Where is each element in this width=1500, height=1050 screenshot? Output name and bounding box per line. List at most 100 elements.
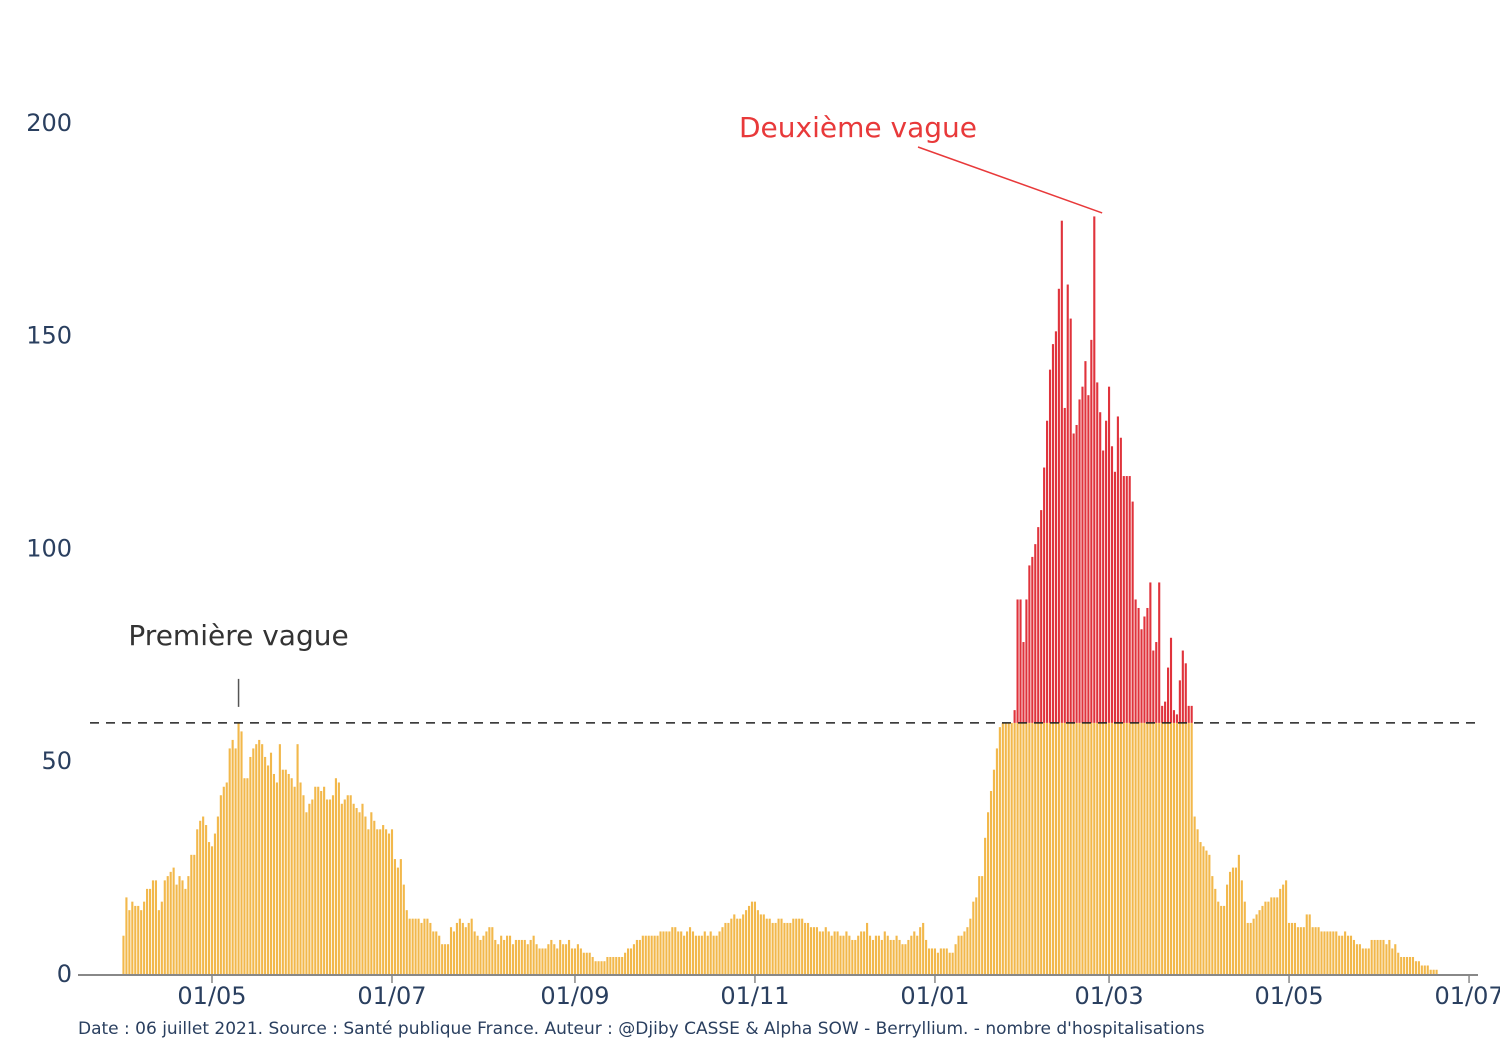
bar-base — [1119, 722, 1122, 974]
bar-base — [1385, 944, 1388, 974]
bar-base — [1078, 722, 1081, 974]
bar-base — [355, 808, 358, 974]
bar-base — [727, 922, 730, 974]
bar-base — [1051, 722, 1055, 974]
bar-excess — [1110, 446, 1114, 723]
bar-base — [429, 922, 432, 974]
bar-base — [975, 897, 978, 974]
bar-base — [848, 935, 851, 974]
bar-base — [1116, 722, 1119, 974]
bar-base — [1403, 956, 1406, 974]
bar-base — [750, 901, 754, 974]
bar-base — [1181, 722, 1184, 974]
bar-base — [1046, 722, 1049, 974]
bar-base — [812, 927, 816, 974]
bar-base — [1125, 722, 1128, 974]
bar-base — [759, 914, 762, 974]
bar-base — [745, 910, 748, 974]
bar-base — [1190, 722, 1193, 974]
bar-base — [213, 833, 217, 974]
bar-base — [709, 931, 712, 974]
bar-base — [311, 799, 314, 974]
x-axis-ticks: 01/05 01/07 01/09 01/11 01/01 01/03 01/05 01/07 — [177, 976, 1500, 1010]
bar-base — [523, 939, 526, 974]
bar-base — [1279, 888, 1282, 974]
bar-base — [733, 914, 736, 974]
bar-base — [556, 948, 559, 974]
bar-base — [972, 901, 975, 974]
bar-base — [234, 748, 237, 974]
bar-base — [553, 944, 556, 974]
bar-base — [913, 931, 916, 974]
bar-base — [562, 944, 565, 974]
bar-base — [190, 854, 193, 974]
bar-base — [1187, 722, 1190, 974]
bar-excess — [1022, 642, 1025, 723]
bar-base — [919, 927, 922, 974]
bar-base — [860, 931, 863, 974]
bar-base — [323, 786, 326, 974]
bar-base — [249, 756, 252, 974]
bar-base — [261, 744, 264, 974]
bar-base — [585, 952, 588, 974]
bar-base — [559, 939, 562, 974]
bar-base — [346, 795, 349, 974]
bar-base — [724, 922, 727, 974]
bar-base — [205, 825, 208, 974]
bar-base — [379, 829, 382, 974]
bar-base — [426, 918, 429, 974]
bar-base — [1370, 939, 1373, 974]
bar-base — [1367, 948, 1370, 974]
bar-excess — [1063, 407, 1066, 723]
bar-base — [290, 778, 293, 974]
bar-base — [352, 803, 355, 974]
bar-base — [1128, 722, 1131, 974]
bar-base — [874, 935, 877, 974]
bar-excess — [1158, 582, 1161, 723]
bar-base — [665, 931, 668, 974]
bar-base — [255, 744, 258, 974]
bar-base — [393, 859, 397, 974]
y-axis-ticks: 0 50 100 150 200 — [26, 109, 72, 988]
bar-base — [455, 922, 458, 974]
bar-base — [1223, 905, 1226, 974]
bar-base — [624, 952, 627, 974]
bar-excess — [1149, 582, 1152, 723]
bar-base — [376, 829, 379, 974]
bar-base — [880, 939, 883, 974]
bar-base — [160, 901, 163, 974]
bar-base — [1364, 948, 1367, 974]
bar-base — [441, 944, 444, 974]
bar-base — [473, 931, 476, 974]
x-tick-label: 01/03 — [1074, 982, 1143, 1010]
bar-base — [166, 876, 169, 974]
bar-base — [361, 803, 364, 974]
bar-base — [957, 935, 960, 974]
bar-base — [925, 939, 928, 974]
bar-base — [839, 935, 842, 974]
bar-base — [989, 790, 993, 974]
bar-base — [444, 944, 447, 974]
bar-excess — [1122, 476, 1125, 723]
bar-base — [1258, 910, 1261, 974]
bar-excess — [1113, 471, 1117, 723]
x-tick-label: 01/01 — [900, 982, 969, 1010]
bar-base — [1037, 722, 1040, 974]
bar-base — [503, 939, 506, 974]
bar-excess — [1105, 420, 1108, 723]
bar-base — [742, 914, 745, 974]
bar-base — [458, 918, 461, 974]
bar-base — [1400, 956, 1403, 974]
bar-base — [992, 769, 996, 974]
bar-base — [326, 799, 329, 974]
bar-base — [922, 922, 925, 974]
bar-base — [951, 952, 954, 974]
bar-excess — [1060, 220, 1063, 723]
bar-base — [143, 901, 146, 974]
bar-base — [1075, 722, 1078, 974]
bar-base — [892, 939, 895, 974]
bar-base — [668, 931, 671, 974]
bar-base — [703, 931, 706, 974]
bar-base — [1293, 922, 1297, 974]
bar-excess — [1072, 433, 1075, 723]
